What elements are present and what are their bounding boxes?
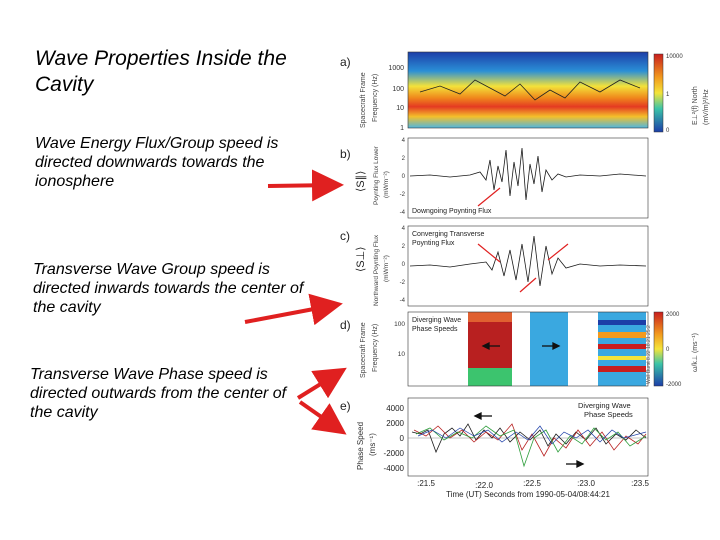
- panel-d-ylabel-1: Spacecraft Frame: [360, 322, 367, 378]
- panel-c-annotation-2: Poynting Flux: [412, 240, 455, 247]
- note-group-speed: Transverse Wave Group speed is directed …: [33, 261, 304, 316]
- panel-c-ytick-neg2: -2: [400, 280, 406, 286]
- panel-e-xtick-22-5: :22.5: [523, 479, 541, 488]
- panel-d-gap-1: [512, 312, 530, 386]
- panel-d-block-green: [468, 368, 512, 386]
- panel-a-cbar-label-1: E⊥²(f) North: [692, 86, 699, 125]
- panel-c-frame: [407, 225, 649, 307]
- panel-c-ytick-4: 4: [402, 226, 406, 232]
- panel-a-ytick-1000: 1000: [388, 65, 404, 72]
- panel-d-blank-left: [408, 312, 468, 386]
- panel-d-block-orange: [468, 312, 512, 322]
- panel-d-gap-2: [568, 312, 598, 386]
- panel-d-annotation-1: Diverging Wave: [412, 317, 461, 324]
- panel-b-ytick-2: 2: [402, 156, 406, 162]
- panel-b-arrow: [477, 187, 501, 207]
- arrow-to-panel-c: [244, 293, 343, 326]
- panel-d-cbar-tick-top: 2000: [666, 312, 680, 318]
- panel-c-ylabel-2: (mWm⁻²): [383, 255, 390, 282]
- panel-b-ytick-neg2: -2: [400, 192, 406, 198]
- panel-e-annotation-2: Phase Speeds: [584, 410, 633, 419]
- panel-d-frame: [407, 311, 649, 387]
- panel-d-cbar-tick-bot: -2000: [666, 382, 682, 388]
- panel-c-arrow-2: [547, 243, 569, 261]
- note-phase-speed: Transverse Wave Phase speed is directed …: [30, 366, 287, 421]
- panel-d-block-blue: [530, 312, 568, 386]
- panel-d-letter: d): [340, 318, 351, 332]
- panel-e-xtick-23-5: :23.5: [631, 479, 649, 488]
- panel-e-letter: e): [340, 399, 351, 413]
- panel-a-ytick-1: 1: [400, 125, 404, 132]
- panel-e-ytick-0: 0: [400, 434, 405, 443]
- panel-c-letter: c): [340, 229, 350, 243]
- panel-e-trace-red: [413, 423, 647, 457]
- panel-c-arrow-1: [477, 243, 501, 263]
- panel-a-cbar-tick-bot: 0: [666, 128, 670, 134]
- panel-a-ytick-10: 10: [396, 105, 404, 112]
- panel-a-cbar-tick-top: 10000: [666, 54, 683, 60]
- panel-c-annotation-1: Converging Transverse: [412, 231, 484, 238]
- panel-e-trace-black: [411, 423, 647, 454]
- panel-c-ytick-2: 2: [402, 244, 406, 250]
- panel-e-xtick-21-5: :21.5: [417, 479, 435, 488]
- panel-b-frame: [407, 137, 649, 219]
- panel-a-ytick-100: 100: [392, 86, 404, 93]
- panel-b-trace: [409, 147, 647, 201]
- panel-e-xlabel: Time (UT) Seconds from 1990-05-04/08:44:…: [446, 490, 610, 499]
- panel-c-ytick-0: 0: [402, 262, 406, 268]
- panel-b-ylabel-main: ⟨S∥⟩: [355, 171, 367, 192]
- panel-e-ytick-4000: 4000: [386, 404, 404, 413]
- panel-b-ylabel-2: (mWm⁻²): [383, 171, 390, 198]
- panel-b-ylabel-1: Poynting Flux Lower: [373, 145, 380, 205]
- panel-a-cbar-tick-mid: 1: [666, 92, 670, 98]
- panel-a-overlay-trace: [419, 79, 641, 101]
- panel-e-xtick-23-0: :23.0: [577, 479, 595, 488]
- note-energy-flux: Wave Energy Flux/Group speed is directed…: [35, 135, 279, 190]
- panel-d-colorbar: [653, 311, 664, 387]
- panel-d-cbar-label-1: ω/k⊥ (ms⁻¹): [692, 333, 699, 372]
- panel-d-cbar-tick-mid: 0: [666, 347, 670, 353]
- panel-e-ytick-neg2000: -2000: [384, 449, 405, 458]
- panel-c-ytick-neg4: -4: [400, 298, 406, 304]
- arrow-to-panel-b: [267, 169, 344, 202]
- panel-e-trace-green: [415, 425, 647, 468]
- panel-b-ytick-4: 4: [402, 138, 406, 144]
- panel-a-spectrogram: [407, 51, 649, 129]
- arrow-to-panel-e: [298, 400, 347, 435]
- panel-b-annotation: Downgoing Poynting Flux: [412, 208, 492, 215]
- panel-e-trace-blue: [417, 425, 647, 445]
- panel-b-letter: b): [340, 147, 351, 161]
- panel-b-ytick-0: 0: [402, 174, 406, 180]
- slide-title: Wave Properties Inside the Cavity: [35, 47, 287, 96]
- panel-d-ytick-100: 100: [394, 321, 405, 328]
- panel-c-arrow-3: [519, 277, 537, 293]
- panel-b-ytick-neg4: -4: [400, 210, 406, 216]
- panel-e-ytick-neg4000: -4000: [384, 464, 405, 473]
- panel-c-trace: [409, 235, 647, 287]
- panel-e-ytick-2000: 2000: [386, 419, 404, 428]
- panel-d-ytick-10: 10: [398, 351, 406, 358]
- panel-a-colorbar: [653, 53, 664, 133]
- panel-a-ylabel-1: Spacecraft Frame: [360, 72, 367, 128]
- panel-e-ylabel-1: Phase Speed: [356, 422, 365, 470]
- panel-e-xtick-22-0: :22.0: [475, 481, 493, 490]
- panel-a-ylabel-2: Frequency (Hz): [372, 74, 379, 122]
- panel-c-ylabel-1: Northward Poynting Flux: [373, 234, 380, 306]
- panel-d-ylabel-2: Frequency (Hz): [372, 324, 379, 372]
- panel-e-annotation-1: Diverging Wave: [578, 401, 631, 410]
- panel-e-ylabel-2: (ms⁻¹): [368, 433, 377, 456]
- arrow-to-panel-d: [296, 367, 347, 400]
- panel-d-cbar-label-2: Wall Burst 8.22 18.21 25:2: [646, 325, 652, 384]
- panel-d-block-striped: [598, 312, 646, 386]
- panel-a-cbar-label-2: (mV/m)²/Hz: [703, 89, 710, 125]
- panel-a-letter: a): [340, 55, 351, 69]
- panel-d-annotation-2: Phase Speeds: [412, 326, 458, 333]
- panel-c-ylabel-main: ⟨S⊥⟩: [355, 246, 367, 272]
